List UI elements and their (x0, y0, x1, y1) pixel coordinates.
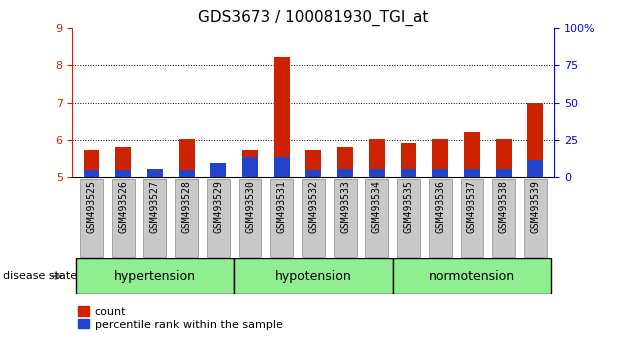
Bar (306, 150, 321, 177)
Legend: count, percentile rank within the sample: count, percentile rank within the sample (78, 307, 282, 330)
Text: GSM493534: GSM493534 (372, 180, 382, 233)
Text: GSM493537: GSM493537 (467, 180, 477, 233)
Bar (179, 170, 195, 177)
Bar (242, 156, 258, 177)
Bar (84, 170, 100, 177)
Bar (527, 160, 543, 177)
FancyBboxPatch shape (234, 258, 392, 294)
Bar (527, 103, 543, 177)
Text: GSM493529: GSM493529 (214, 180, 223, 233)
Text: GSM493539: GSM493539 (530, 180, 541, 233)
Text: normotension: normotension (429, 270, 515, 282)
Bar (337, 169, 353, 177)
FancyBboxPatch shape (524, 179, 547, 257)
Bar (401, 169, 416, 177)
Bar (147, 169, 163, 177)
FancyBboxPatch shape (207, 179, 230, 257)
Bar (115, 147, 131, 177)
Text: hypotension: hypotension (275, 270, 352, 282)
FancyBboxPatch shape (397, 179, 420, 257)
Bar (242, 150, 258, 177)
Bar (432, 139, 448, 177)
Text: GSM493538: GSM493538 (499, 180, 508, 233)
Bar (210, 163, 226, 177)
Title: GDS3673 / 100081930_TGI_at: GDS3673 / 100081930_TGI_at (198, 9, 428, 25)
Text: GSM493526: GSM493526 (118, 180, 128, 233)
FancyBboxPatch shape (239, 179, 261, 257)
FancyBboxPatch shape (76, 258, 234, 294)
Text: GSM493532: GSM493532 (309, 180, 318, 233)
Text: GSM493525: GSM493525 (86, 180, 96, 233)
Bar (179, 139, 195, 177)
Bar (464, 132, 480, 177)
Text: GSM493530: GSM493530 (245, 180, 255, 233)
FancyBboxPatch shape (144, 179, 166, 257)
Bar (274, 57, 290, 177)
Bar (496, 169, 512, 177)
Bar (496, 139, 512, 177)
FancyBboxPatch shape (112, 179, 135, 257)
FancyBboxPatch shape (461, 179, 483, 257)
Text: GSM493535: GSM493535 (404, 180, 413, 233)
Bar (401, 143, 416, 177)
FancyBboxPatch shape (365, 179, 388, 257)
Text: GSM493531: GSM493531 (277, 180, 287, 233)
Bar (464, 169, 480, 177)
FancyBboxPatch shape (80, 179, 103, 257)
Text: GSM493536: GSM493536 (435, 180, 445, 233)
Text: disease state: disease state (3, 271, 77, 281)
Text: GSM493533: GSM493533 (340, 180, 350, 233)
Bar (84, 150, 100, 177)
Bar (147, 169, 163, 177)
Bar (115, 170, 131, 177)
FancyBboxPatch shape (175, 179, 198, 257)
Text: GSM493528: GSM493528 (181, 180, 192, 233)
Bar (369, 139, 385, 177)
Bar (306, 170, 321, 177)
FancyBboxPatch shape (392, 258, 551, 294)
FancyBboxPatch shape (270, 179, 293, 257)
Bar (210, 169, 226, 177)
Bar (337, 147, 353, 177)
Text: GSM493527: GSM493527 (150, 180, 160, 233)
Bar (432, 169, 448, 177)
FancyBboxPatch shape (334, 179, 357, 257)
Bar (274, 156, 290, 177)
FancyBboxPatch shape (492, 179, 515, 257)
Text: hypertension: hypertension (114, 270, 196, 282)
FancyBboxPatch shape (302, 179, 325, 257)
FancyBboxPatch shape (429, 179, 452, 257)
Bar (369, 169, 385, 177)
